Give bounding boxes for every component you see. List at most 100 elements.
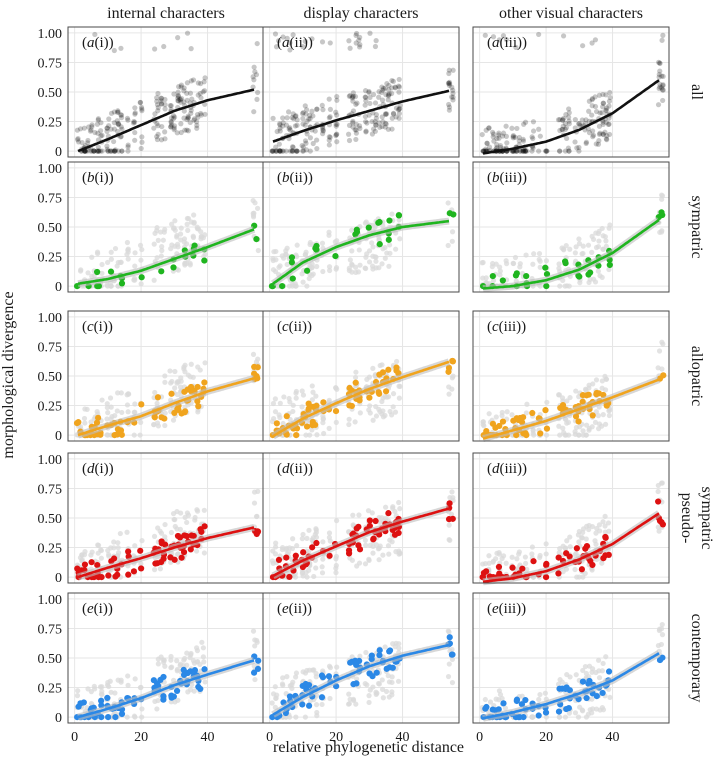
data-point — [350, 120, 356, 126]
data-point — [105, 148, 111, 154]
y-tick-label: 0.25 — [38, 116, 63, 131]
background-point — [326, 425, 332, 431]
data-point — [184, 90, 190, 96]
data-point — [500, 130, 507, 136]
background-point — [576, 236, 582, 242]
background-point — [111, 545, 117, 551]
data-point — [566, 110, 572, 116]
data-point — [287, 40, 293, 46]
data-point — [585, 680, 592, 687]
background-point — [659, 621, 665, 628]
data-point — [572, 117, 578, 123]
data-point — [589, 96, 596, 102]
data-point — [366, 394, 373, 401]
data-point — [273, 420, 280, 427]
data-point — [175, 95, 181, 101]
data-point — [320, 128, 326, 134]
data-point — [514, 125, 520, 132]
data-point — [170, 693, 177, 700]
background-point — [599, 423, 605, 429]
data-point — [362, 102, 368, 108]
data-point — [450, 94, 456, 100]
background-point — [154, 706, 160, 712]
data-point — [162, 136, 168, 142]
data-point — [657, 60, 663, 67]
background-point — [392, 409, 399, 415]
data-point — [118, 112, 125, 118]
background-point — [372, 254, 378, 260]
background-point — [483, 275, 489, 281]
background-point — [567, 534, 573, 540]
data-point — [583, 139, 590, 145]
data-point — [289, 275, 296, 282]
background-point — [155, 423, 162, 429]
data-point — [98, 128, 104, 134]
data-point — [184, 97, 190, 103]
background-point — [659, 480, 665, 486]
background-point — [602, 513, 608, 519]
data-point — [596, 138, 602, 144]
data-point — [555, 554, 562, 561]
background-point — [353, 264, 359, 270]
background-point — [449, 386, 455, 392]
background-point — [589, 666, 596, 672]
background-point — [480, 419, 486, 425]
data-point — [446, 70, 452, 77]
background-point — [294, 242, 300, 248]
data-point — [490, 134, 496, 140]
data-point — [522, 148, 528, 154]
background-point — [98, 547, 104, 553]
data-point — [158, 268, 165, 275]
background-point — [564, 538, 570, 544]
background-point — [543, 258, 550, 264]
data-point — [373, 38, 379, 44]
data-point — [368, 656, 375, 663]
data-point — [138, 565, 145, 572]
data-point — [280, 34, 286, 40]
x-tick-label: 0 — [266, 730, 273, 745]
data-point — [195, 80, 201, 86]
data-point — [380, 85, 387, 92]
background-point — [536, 696, 542, 703]
data-point — [489, 129, 496, 135]
data-point — [94, 148, 100, 154]
background-point — [357, 262, 363, 268]
data-point — [285, 109, 292, 115]
data-point — [524, 148, 530, 154]
background-point — [304, 535, 310, 541]
background-point — [589, 696, 595, 702]
data-point — [195, 92, 201, 98]
data-point — [287, 125, 293, 131]
background-point — [382, 244, 388, 251]
background-point — [190, 374, 196, 380]
data-point — [369, 118, 375, 125]
data-point — [393, 114, 399, 120]
data-point — [509, 125, 515, 131]
data-point — [345, 550, 353, 557]
background-point — [171, 225, 177, 231]
data-point — [318, 694, 326, 701]
row-label-allopatric: allopatric — [688, 346, 705, 406]
data-point — [96, 148, 102, 154]
data-point — [318, 672, 326, 679]
data-point — [483, 568, 490, 575]
y-tick-label: 0.25 — [38, 682, 63, 697]
background-point — [356, 560, 363, 566]
data-point — [75, 139, 82, 145]
background-point — [108, 256, 114, 262]
background-point — [383, 688, 390, 695]
data-point — [111, 109, 117, 115]
background-point — [482, 696, 488, 703]
data-point — [530, 135, 536, 142]
data-point — [201, 666, 208, 673]
background-point — [276, 412, 282, 418]
fit-curve — [482, 218, 660, 290]
data-point — [114, 109, 121, 115]
background-point — [280, 420, 286, 427]
data-point — [104, 125, 110, 131]
data-point — [294, 148, 300, 154]
data-point — [75, 135, 81, 142]
data-point — [154, 121, 160, 127]
background-point — [560, 425, 566, 431]
background-point — [366, 693, 372, 699]
